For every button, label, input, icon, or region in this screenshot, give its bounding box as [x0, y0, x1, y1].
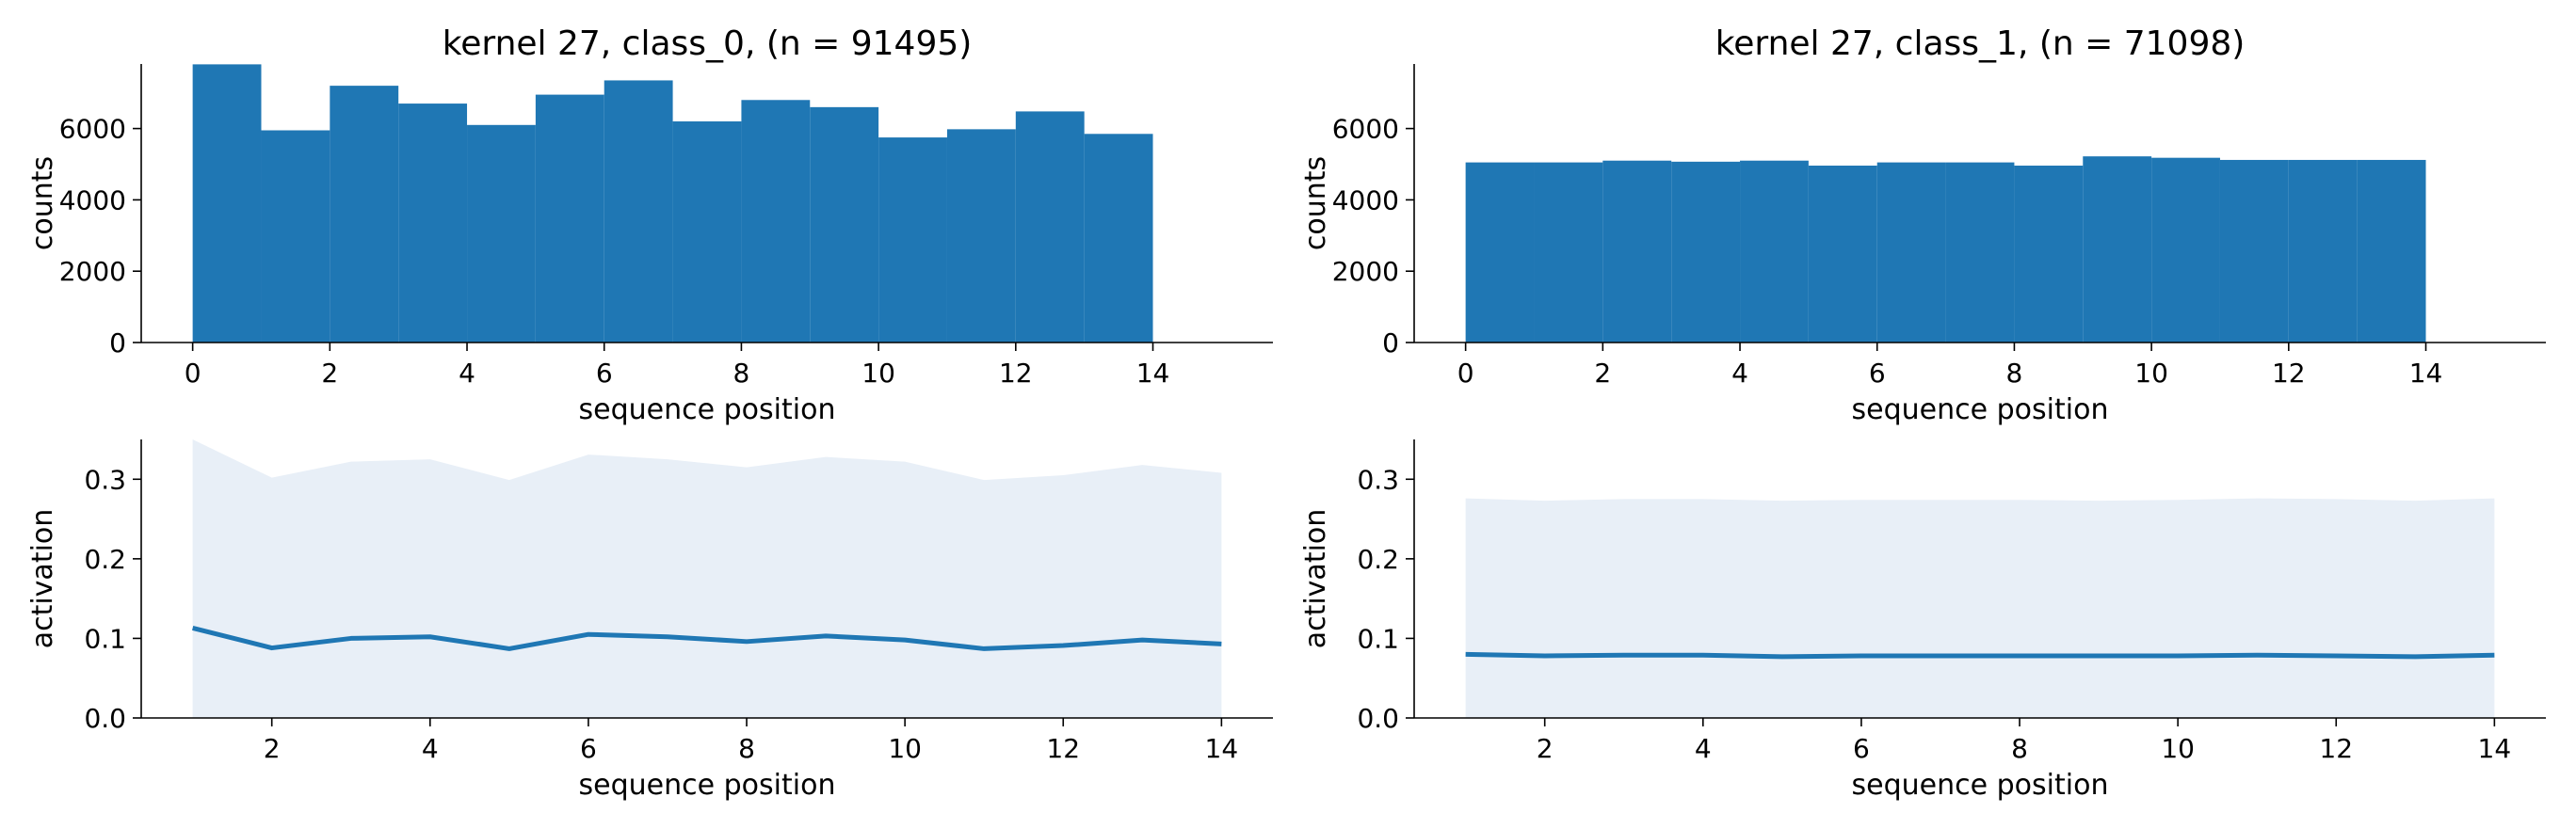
- x-tick-label: 10: [2161, 733, 2195, 764]
- histogram-bar: [1876, 162, 1946, 343]
- histogram-bar: [1808, 166, 1877, 343]
- histogram-bar: [1602, 160, 1672, 343]
- histogram-bar: [535, 94, 604, 343]
- x-axis-label: sequence position: [579, 769, 836, 802]
- mean-activation-line: [1465, 651, 2495, 660]
- x-tick-label: 2: [321, 358, 338, 389]
- x-axis-label: sequence position: [579, 393, 836, 426]
- y-tick-label: 0.2: [84, 544, 126, 575]
- x-tick-label: 2: [264, 733, 281, 764]
- y-axis-label: counts: [26, 156, 59, 250]
- y-axis-label: activation: [1299, 509, 1332, 649]
- histogram-bar: [2288, 159, 2358, 343]
- histogram-bar: [330, 86, 399, 343]
- y-tick-label: 0: [109, 327, 126, 359]
- histogram-bar: [1671, 161, 1741, 343]
- x-tick-label: 6: [1853, 733, 1870, 764]
- x-tick-label: 6: [1869, 358, 1886, 389]
- x-tick-label: 4: [1695, 733, 1712, 764]
- x-tick-label: 14: [1205, 733, 1239, 764]
- y-tick-label: 0.0: [1357, 703, 1399, 734]
- x-tick-label: 14: [2478, 733, 2512, 764]
- subplot-3: 2 4 6 8 10 12 14 0.0 0.1 0.2 0.3 sequence position a…: [26, 439, 1273, 802]
- y-axis-label: activation: [26, 509, 59, 649]
- histogram-bar: [1084, 134, 1153, 343]
- histogram-bar: [672, 121, 742, 343]
- subplot-4: 2 4 6 8 10 12 14 0.0 0.1 0.2 0.3 sequence position a…: [1299, 439, 2546, 802]
- subplot-2: 0 2 4 6 8 10 12 14 0 2000 4000 6000 sequence positio…: [1299, 24, 2546, 426]
- y-tick-label: 0.0: [84, 703, 126, 734]
- activation-band: [192, 439, 1222, 718]
- x-tick-label: 0: [1457, 358, 1474, 389]
- x-axis-label: sequence position: [1852, 393, 2109, 426]
- histogram-bar: [2357, 159, 2426, 343]
- histogram-bar: [946, 129, 1016, 343]
- x-axis-label: sequence position: [1852, 769, 2109, 802]
- histogram-bar: [398, 104, 468, 343]
- histogram-bar: [2083, 156, 2152, 343]
- y-tick-label: 4000: [59, 184, 126, 215]
- histogram-bar: [1945, 162, 2015, 343]
- x-tick-label: 12: [2319, 733, 2353, 764]
- y-tick-label: 4000: [1332, 184, 1399, 215]
- y-tick-label: 6000: [1332, 114, 1399, 145]
- activation-band: [1465, 498, 2495, 718]
- y-tick-label: 0.3: [84, 464, 126, 495]
- histogram-bar: [261, 130, 330, 343]
- y-tick-label: 0.3: [1357, 464, 1399, 495]
- histogram-bar: [1740, 160, 1809, 343]
- histogram-bar: [741, 100, 811, 343]
- x-tick-label: 4: [422, 733, 439, 764]
- histogram-bar: [810, 106, 879, 343]
- histogram-bar: [2014, 166, 2084, 343]
- x-tick-label: 4: [1731, 358, 1748, 389]
- histogram-bar: [2151, 157, 2220, 343]
- x-tick-label: 10: [2134, 358, 2168, 389]
- x-tick-label: 12: [1046, 733, 1080, 764]
- y-axis-label: counts: [1299, 156, 1332, 250]
- x-tick-label: 4: [459, 358, 475, 389]
- histogram-bar: [1465, 162, 1535, 343]
- subplot-1: 0 2 4 6 8 10 12 14 0 2000 4000 6000 sequence positio…: [26, 24, 1273, 426]
- y-tick-label: 0: [1382, 327, 1399, 359]
- histogram-bar: [467, 124, 536, 343]
- mean-activation-line: [192, 626, 1222, 651]
- x-tick-label: 12: [999, 358, 1033, 389]
- y-tick-label: 6000: [59, 114, 126, 145]
- x-tick-label: 8: [2006, 358, 2023, 389]
- x-tick-label: 2: [1594, 358, 1611, 389]
- x-tick-label: 2: [1537, 733, 1554, 764]
- y-tick-label: 2000: [59, 256, 126, 287]
- x-tick-label: 8: [2011, 733, 2028, 764]
- chart-title: kernel 27, class_1, (n = 71098): [1715, 24, 2246, 63]
- x-tick-label: 6: [596, 358, 613, 389]
- x-tick-label: 10: [861, 358, 895, 389]
- histogram-bar: [1534, 162, 1603, 343]
- x-tick-label: 0: [185, 358, 201, 389]
- x-tick-label: 6: [580, 733, 597, 764]
- histogram-bar: [1015, 111, 1085, 343]
- chart-title: kernel 27, class_0, (n = 91495): [443, 24, 973, 63]
- y-tick-label: 0.1: [84, 623, 126, 654]
- y-tick-label: 0.1: [1357, 623, 1399, 654]
- histogram-bar: [192, 64, 262, 343]
- x-tick-label: 14: [1136, 358, 1170, 389]
- x-tick-label: 8: [738, 733, 755, 764]
- x-tick-label: 8: [733, 358, 750, 389]
- histogram-bar: [604, 80, 673, 343]
- x-tick-label: 14: [2409, 358, 2443, 389]
- y-tick-label: 2000: [1332, 256, 1399, 287]
- histogram-bar: [2219, 159, 2289, 343]
- histogram-bar: [878, 137, 947, 343]
- x-tick-label: 12: [2272, 358, 2306, 389]
- y-tick-label: 0.2: [1357, 544, 1399, 575]
- x-tick-label: 10: [888, 733, 922, 764]
